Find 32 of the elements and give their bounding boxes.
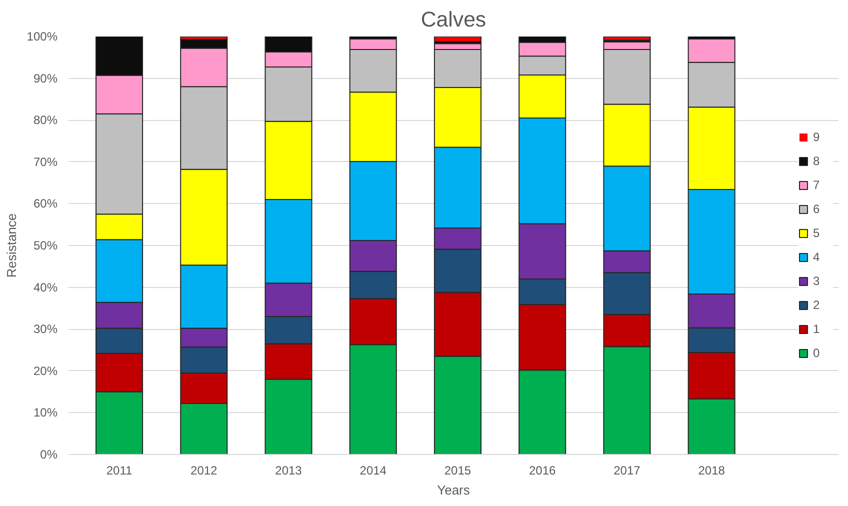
x-tick-label: 2016 (529, 464, 556, 478)
y-tick-label: 80% (33, 113, 58, 128)
x-tick-label: 2015 (444, 464, 472, 478)
legend-label: 0 (813, 346, 821, 360)
x-axis-title: Years (437, 482, 470, 498)
legend-label: 5 (813, 226, 821, 240)
legend-label: 6 (813, 202, 821, 216)
legend-label: 1 (813, 322, 821, 336)
y-tick-label: 100% (26, 30, 58, 44)
legend-label: 3 (813, 274, 821, 288)
y-tick-label: 60% (33, 196, 58, 211)
y-tick-label: 70% (33, 154, 58, 169)
y-tick-label: 50% (33, 238, 58, 252)
y-axis-title: Resistance (4, 213, 19, 278)
x-tick-label: 2012 (190, 464, 218, 478)
legend-label: 4 (813, 250, 821, 264)
y-tick-label: 0% (40, 448, 58, 462)
x-tick-label: 2017 (614, 464, 641, 478)
legend-label: 8 (813, 154, 821, 168)
legend-label: 2 (813, 298, 821, 312)
x-tick-label: 2014 (360, 464, 387, 478)
y-tick-label: 20% (33, 364, 58, 378)
x-tick-label: 2018 (698, 464, 726, 478)
x-tick-label: 2013 (275, 464, 302, 478)
legend-label: 9 (813, 130, 821, 144)
y-tick-label: 30% (33, 322, 58, 336)
x-tick-label: 2011 (106, 464, 132, 478)
chart-title: Calves (420, 8, 486, 32)
y-tick-label: 40% (33, 280, 58, 294)
legend-label: 7 (813, 178, 821, 192)
y-tick-label: 90% (33, 71, 58, 86)
y-tick-label: 10% (33, 406, 58, 420)
